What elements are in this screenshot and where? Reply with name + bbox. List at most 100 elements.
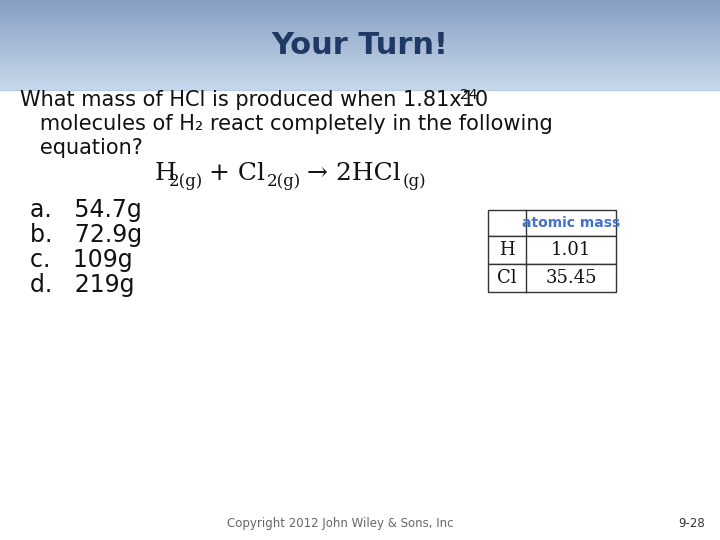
Text: + Cl: + Cl [201, 162, 265, 185]
Bar [0, 83, 720, 84]
Bar [0, 58, 720, 59]
Text: Your Turn!: Your Turn! [271, 30, 449, 59]
Bar [0, 12, 720, 13]
Bar [0, 45, 720, 46]
Bar [0, 23, 720, 24]
Bar [0, 79, 720, 80]
Text: 24: 24 [460, 88, 477, 102]
Bar [0, 69, 720, 70]
Bar [0, 28, 720, 29]
Bar [0, 73, 720, 74]
Text: 2(g): 2(g) [169, 173, 203, 190]
Bar [0, 27, 720, 28]
Text: d.   219g: d. 219g [30, 273, 135, 297]
Bar [0, 22, 720, 23]
Bar [0, 61, 720, 62]
Bar [0, 74, 720, 75]
Bar [0, 44, 720, 45]
Bar [0, 86, 720, 87]
Bar [0, 54, 720, 55]
Bar [0, 25, 720, 26]
Bar [0, 13, 720, 14]
Text: b.   72.9g: b. 72.9g [30, 223, 142, 247]
Bar [0, 40, 720, 41]
Bar [0, 19, 720, 20]
Bar [0, 26, 720, 27]
Bar [0, 42, 720, 43]
Bar [0, 76, 720, 77]
Bar [0, 8, 720, 9]
Text: atomic mass: atomic mass [522, 216, 620, 230]
Bar [0, 34, 720, 35]
Text: H: H [499, 241, 515, 259]
Bar [0, 0, 720, 1]
Bar [0, 4, 720, 5]
Text: 35.45: 35.45 [545, 269, 597, 287]
Bar [0, 64, 720, 65]
Bar [0, 72, 720, 73]
Bar [0, 33, 720, 34]
Bar [0, 52, 720, 53]
Bar [0, 50, 720, 51]
Bar [0, 14, 720, 15]
FancyBboxPatch shape [488, 264, 616, 292]
Bar [0, 21, 720, 22]
Bar [0, 36, 720, 37]
Text: → 2HCl: → 2HCl [299, 162, 401, 185]
Text: Cl: Cl [498, 269, 517, 287]
Bar [0, 62, 720, 63]
Bar [0, 60, 720, 61]
Bar [0, 31, 720, 32]
Bar [0, 49, 720, 50]
Bar [0, 75, 720, 76]
Bar [0, 24, 720, 25]
Bar [0, 89, 720, 90]
Bar [0, 85, 720, 86]
Bar [0, 55, 720, 56]
Bar [0, 30, 720, 31]
Text: 1.01: 1.01 [551, 241, 591, 259]
Bar [0, 6, 720, 7]
Bar [0, 35, 720, 36]
Bar [0, 38, 720, 39]
Bar [0, 10, 720, 11]
Bar [0, 16, 720, 17]
Bar [0, 43, 720, 44]
Bar [0, 18, 720, 19]
Bar [0, 9, 720, 10]
Bar [0, 7, 720, 8]
Bar [0, 17, 720, 18]
Bar [0, 2, 720, 3]
Text: What mass of HCl is produced when 1.81x10: What mass of HCl is produced when 1.81x1… [20, 90, 488, 110]
Bar [0, 66, 720, 67]
Text: c.   109g: c. 109g [30, 248, 132, 272]
Text: H: H [155, 162, 176, 185]
Bar [0, 15, 720, 16]
Bar [0, 29, 720, 30]
Text: equation?: equation? [20, 138, 143, 158]
Text: a.   54.7g: a. 54.7g [30, 198, 142, 222]
Text: molecules of H₂ react completely in the following: molecules of H₂ react completely in the … [20, 114, 553, 134]
Bar [0, 56, 720, 57]
Bar [0, 81, 720, 82]
Text: Copyright 2012 John Wiley & Sons, Inc: Copyright 2012 John Wiley & Sons, Inc [227, 517, 454, 530]
Bar [0, 48, 720, 49]
Bar [0, 67, 720, 68]
Bar [0, 57, 720, 58]
Bar [0, 41, 720, 42]
Bar [0, 65, 720, 66]
Bar [0, 20, 720, 21]
Bar [0, 37, 720, 38]
Bar [0, 3, 720, 4]
FancyBboxPatch shape [488, 236, 616, 264]
Bar [0, 84, 720, 85]
Bar [0, 5, 720, 6]
Bar [0, 1, 720, 2]
Text: (g): (g) [403, 173, 427, 190]
Bar [0, 82, 720, 83]
Text: 9-28: 9-28 [678, 517, 705, 530]
Text: 2(g): 2(g) [267, 173, 301, 190]
Bar [0, 78, 720, 79]
Bar [0, 11, 720, 12]
Bar [0, 53, 720, 54]
